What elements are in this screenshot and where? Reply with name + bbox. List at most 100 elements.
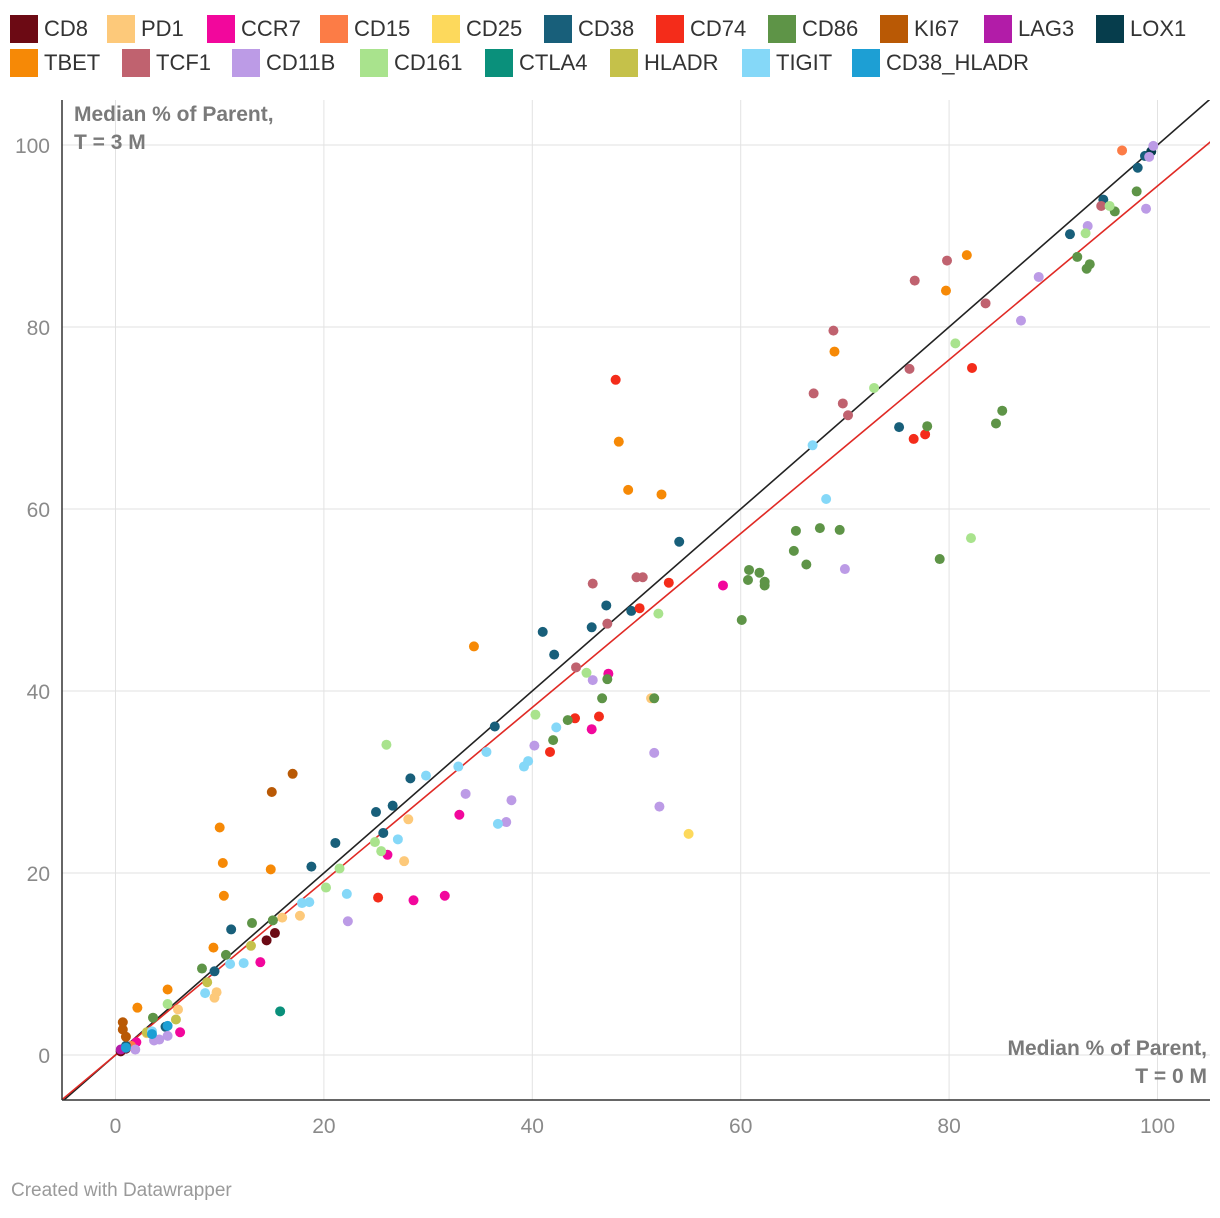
point-tbet — [208, 942, 219, 953]
point-tcf1 — [942, 255, 953, 266]
point-ccr7 — [439, 890, 450, 901]
legend-item-cd15: CD15 — [320, 15, 432, 43]
point-ccr7 — [255, 957, 266, 968]
point-tcf1 — [808, 388, 819, 399]
legend-item-tcf1: TCF1 — [122, 49, 232, 77]
y-annotation-line1: Median % of Parent, — [74, 103, 274, 126]
legend-label: CD38_HLADR — [886, 50, 1030, 75]
point-pd1 — [277, 912, 288, 923]
point-tbet — [613, 436, 624, 447]
point-tigit — [453, 761, 464, 772]
point-cd161 — [381, 739, 392, 750]
point-tigit — [297, 898, 308, 909]
legend-swatch — [742, 49, 770, 77]
point-cd161 — [869, 382, 880, 393]
legend-swatch — [107, 15, 135, 43]
point-pd1 — [211, 987, 222, 998]
point-cd38 — [378, 827, 389, 838]
y-tick-label: 100 — [15, 135, 50, 158]
legend-item-cd8: CD8 — [10, 15, 107, 43]
point-cd11b — [529, 740, 540, 751]
legend-item-cd38: CD38 — [544, 15, 656, 43]
legend-label: TBET — [44, 50, 101, 75]
tick-labels: 0 20 40 60 80 100 0 20 40 60 80 100 — [15, 135, 1175, 1138]
point-ki67 — [287, 768, 298, 779]
point-cd38 — [537, 626, 548, 637]
point-tbet — [214, 822, 225, 833]
legend-swatch — [232, 49, 260, 77]
point-cd11b — [154, 1034, 165, 1045]
point-pd1 — [399, 856, 410, 867]
point-hladr — [170, 1014, 181, 1025]
point-ccr7 — [175, 1027, 186, 1038]
point-cd8 — [269, 928, 280, 939]
axes — [61, 100, 1210, 1101]
point-tbet — [265, 864, 276, 875]
point-cd38-hladr — [146, 1029, 157, 1040]
point-cd161 — [334, 863, 345, 874]
legend-label: CD74 — [690, 16, 747, 41]
point-ki67 — [266, 787, 277, 798]
point-cd86 — [247, 918, 258, 929]
point-cd8 — [261, 935, 272, 946]
legend-item-lag3: LAG3 — [984, 15, 1096, 43]
point-cd86 — [922, 421, 933, 432]
point-cd161 — [162, 999, 173, 1010]
point-tigit — [551, 722, 562, 733]
point-cd74 — [545, 746, 556, 757]
point-tigit — [807, 440, 818, 451]
legend-swatch — [656, 15, 684, 43]
point-cd86 — [649, 693, 660, 704]
point-cd161 — [950, 338, 961, 349]
point-tcf1 — [602, 618, 613, 629]
legend-swatch — [320, 15, 348, 43]
reference-line-identity — [62, 100, 1210, 1100]
point-tbet — [961, 250, 972, 261]
point-cd38 — [306, 861, 317, 872]
point-cd38 — [626, 605, 637, 616]
point-cd38 — [894, 422, 905, 433]
point-cd38 — [586, 622, 597, 633]
point-cd86 — [1084, 259, 1095, 270]
x-tick-label: 80 — [937, 1115, 960, 1138]
point-cd38 — [371, 807, 381, 818]
point-cd11b — [587, 675, 598, 686]
point-tbet — [623, 484, 634, 495]
legend-swatch — [610, 49, 638, 77]
legend-item-cd86: CD86 — [768, 15, 880, 43]
point-tcf1 — [904, 363, 915, 374]
x-tick-label: 100 — [1140, 1115, 1175, 1138]
point-cd86 — [1131, 186, 1142, 197]
point-cd86 — [548, 735, 559, 746]
legend-label: CD25 — [466, 16, 523, 41]
point-cd11b — [1015, 315, 1026, 326]
point-cd86 — [754, 567, 765, 578]
point-cd74 — [908, 433, 919, 444]
legend-item-lox1: LOX1 — [1096, 15, 1186, 43]
legend-label: CD86 — [802, 16, 859, 41]
point-cd38 — [405, 773, 416, 784]
legend-label: CD11B — [266, 50, 336, 75]
point-cd15 — [1117, 145, 1128, 156]
point-tbet — [829, 346, 840, 357]
reference-line-fit — [62, 141, 1210, 1100]
x-tick-label: 40 — [521, 1115, 544, 1138]
point-ccr7 — [408, 895, 419, 906]
point-cd74 — [593, 711, 604, 722]
legend-label: KI67 — [914, 16, 960, 41]
legend-swatch — [10, 15, 38, 43]
legend-item-hladr: HLADR — [610, 49, 742, 77]
legend-swatch — [1096, 15, 1124, 43]
point-hladr — [245, 940, 256, 951]
point-cd11b — [1148, 140, 1159, 151]
point-cd86 — [788, 545, 799, 556]
point-cd38 — [387, 800, 398, 811]
point-tbet — [218, 890, 229, 901]
point-cd74 — [610, 374, 621, 385]
point-cd86 — [742, 574, 753, 585]
point-tigit — [481, 746, 492, 757]
legend-label: TIGIT — [776, 50, 833, 75]
point-cd161 — [965, 533, 976, 544]
legend-swatch — [880, 15, 908, 43]
legend-label: CD8 — [44, 16, 89, 41]
